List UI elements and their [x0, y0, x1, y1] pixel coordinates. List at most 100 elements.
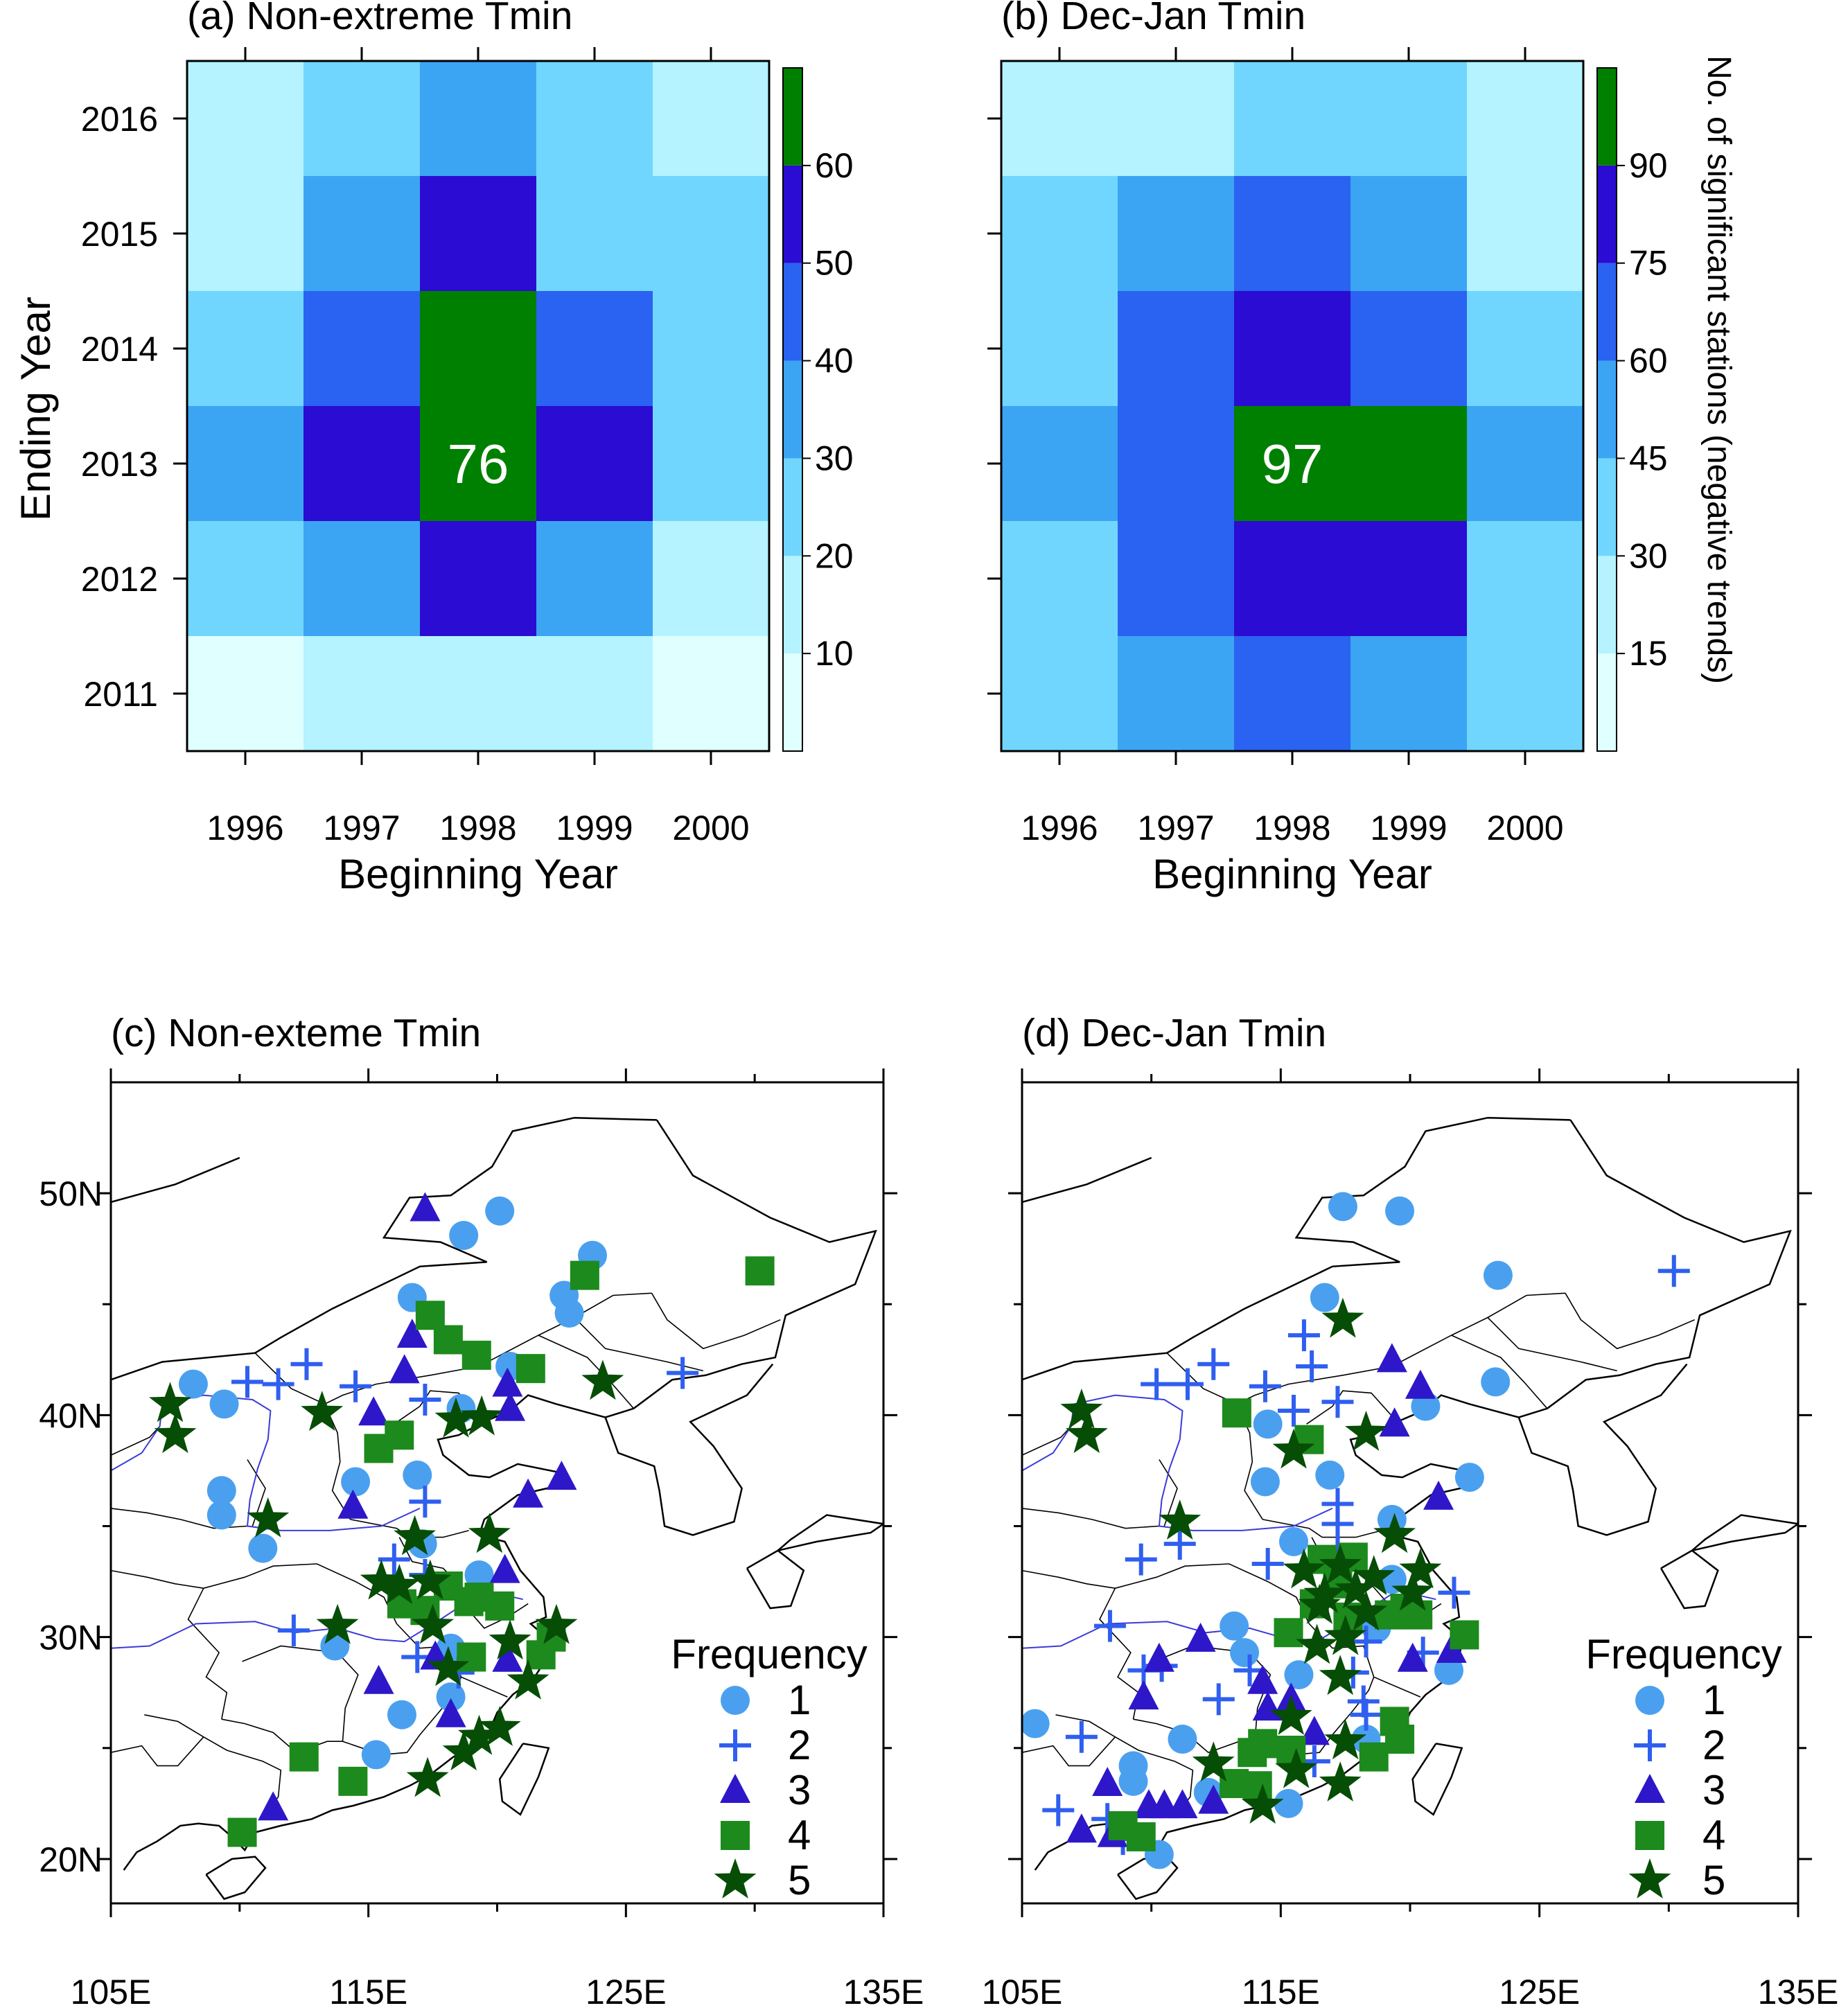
c-station-marker-freq-5	[434, 1397, 477, 1438]
d-station-marker-freq-4	[1385, 1725, 1415, 1754]
b-cell	[1467, 406, 1583, 521]
d-province-border	[1022, 1736, 1116, 1767]
c-station-marker-freq-2	[277, 1614, 310, 1647]
c-station-marker-freq-4	[385, 1420, 414, 1450]
a-x-tick-label: 2000	[672, 809, 749, 847]
d-station-marker-freq-2	[1141, 1368, 1173, 1400]
c-station-marker-freq-1	[387, 1700, 416, 1729]
c-station-marker-freq-2	[378, 1543, 410, 1576]
b-colorbar-frame	[1596, 67, 1617, 752]
d-station-marker-freq-1	[1274, 1788, 1303, 1818]
a-x-tick-label: 1996	[206, 809, 283, 847]
b-x-tick-label: 1997	[1137, 809, 1214, 847]
c-station-marker-freq-1	[248, 1533, 278, 1563]
d-station-marker-freq-1	[1022, 1709, 1050, 1738]
d-island	[1411, 1743, 1463, 1816]
c-station-marker-freq-3	[410, 1192, 441, 1222]
c-station-marker-freq-5	[489, 1619, 531, 1659]
d-station-marker-freq-5	[1319, 1761, 1362, 1802]
c-station-marker-freq-2	[290, 1348, 323, 1380]
panel-a-x-ticks: 1996 1997 1998 1999 2000	[206, 47, 750, 847]
a-cell	[420, 521, 536, 636]
d-station-marker-freq-2	[1321, 1508, 1354, 1540]
c-coastline	[111, 1116, 657, 1381]
c-station-marker-freq-5	[468, 1513, 511, 1553]
c-x-tick-label: 125E	[586, 1973, 667, 2008]
c-station-marker-freq-3	[495, 1391, 526, 1421]
b-cell	[1001, 636, 1118, 751]
d-station-marker-freq-5	[1269, 1695, 1312, 1735]
d-legend-label: 1	[1702, 1677, 1725, 1723]
d-province-border	[1115, 1563, 1310, 1624]
d-province-border	[1159, 1459, 1178, 1526]
b-cell	[1234, 406, 1350, 521]
d-station-marker-freq-5	[1319, 1655, 1362, 1696]
a-cell	[187, 406, 303, 521]
c-station-marker-freq-5	[247, 1497, 290, 1538]
b-colorbar-segment	[1597, 653, 1617, 751]
d-station-marker-freq-3	[1405, 1369, 1436, 1399]
d-x-tick-label: 115E	[1242, 1973, 1320, 2008]
a-cell	[420, 176, 536, 291]
c-island	[777, 1514, 883, 1552]
c-legend-label: 4	[788, 1812, 811, 1858]
d-station-marker-freq-5	[1373, 1513, 1416, 1553]
d-station-marker-freq-5	[1192, 1741, 1235, 1782]
d-station-marker-freq-2	[1278, 1395, 1310, 1427]
c-station-marker-freq-5	[581, 1359, 624, 1400]
c-station-marker-freq-5	[478, 1706, 521, 1746]
d-station-marker-freq-2	[1287, 1319, 1320, 1352]
a-cell	[303, 521, 420, 636]
d-station-marker-freq-5	[1324, 1719, 1367, 1760]
c-legend-marker	[720, 1774, 750, 1803]
b-cell	[1001, 291, 1118, 406]
d-station-marker-freq-1	[1253, 1409, 1283, 1439]
c-province-border	[538, 1335, 635, 1409]
b-cell	[1234, 521, 1350, 636]
d-station-marker-freq-5	[1275, 1747, 1318, 1788]
d-station-marker-freq-1	[1454, 1463, 1484, 1492]
b-cell	[1118, 406, 1234, 521]
d-station-marker-freq-1	[1315, 1460, 1345, 1490]
c-station-marker-freq-4	[289, 1742, 319, 1772]
a-cell	[420, 291, 536, 406]
c-station-marker-freq-2	[231, 1366, 263, 1398]
panel-a-colorbar: 10 20 30 40 50 60	[782, 67, 854, 752]
d-station-marker-freq-1	[1310, 1283, 1339, 1312]
d-station-marker-freq-2	[1350, 1698, 1382, 1731]
c-station-marker-freq-3	[396, 1319, 428, 1348]
d-legend-title: Frequency	[1585, 1631, 1781, 1677]
c-station-marker-freq-5	[458, 1714, 500, 1755]
a-cell	[420, 636, 536, 751]
a-cell	[187, 61, 303, 176]
panel-b-title: (b) Dec-Jan Tmin	[1001, 0, 1305, 38]
d-station-marker-freq-5	[1272, 1428, 1315, 1469]
d-station-marker-freq-3	[1299, 1716, 1330, 1745]
b-colorbar-segment	[1597, 68, 1617, 166]
b-cell	[1001, 176, 1118, 291]
d-station-marker-freq-4	[1222, 1398, 1251, 1428]
b-cell	[1118, 61, 1234, 176]
d-station-marker-freq-1	[1434, 1655, 1463, 1685]
b-cell	[1118, 176, 1234, 291]
d-station-marker-freq-2	[1249, 1370, 1281, 1402]
a-cell	[187, 521, 303, 636]
a-cell	[187, 636, 303, 751]
d-station-marker-freq-3	[1185, 1622, 1216, 1652]
c-station-marker-freq-1	[485, 1196, 515, 1226]
d-station-marker-freq-5	[1159, 1499, 1202, 1540]
a-colorbar-label: 50	[815, 244, 854, 283]
colorbar-title: No. of significant stations (negative tr…	[1700, 55, 1737, 684]
panel-a-cells: 76	[187, 61, 769, 751]
c-station-marker-freq-5	[507, 1659, 549, 1700]
d-province-border	[1022, 1425, 1072, 1456]
d-station-marker-freq-5	[1321, 1297, 1364, 1338]
c-legend-label: 5	[788, 1857, 811, 1903]
c-station-marker-freq-3	[489, 1553, 520, 1583]
c-legend-marker	[714, 1858, 757, 1899]
a-cell	[303, 291, 420, 406]
d-coastline	[1518, 1119, 1792, 1418]
d-station-marker-freq-5	[1319, 1544, 1362, 1585]
b-cell	[1467, 636, 1583, 751]
